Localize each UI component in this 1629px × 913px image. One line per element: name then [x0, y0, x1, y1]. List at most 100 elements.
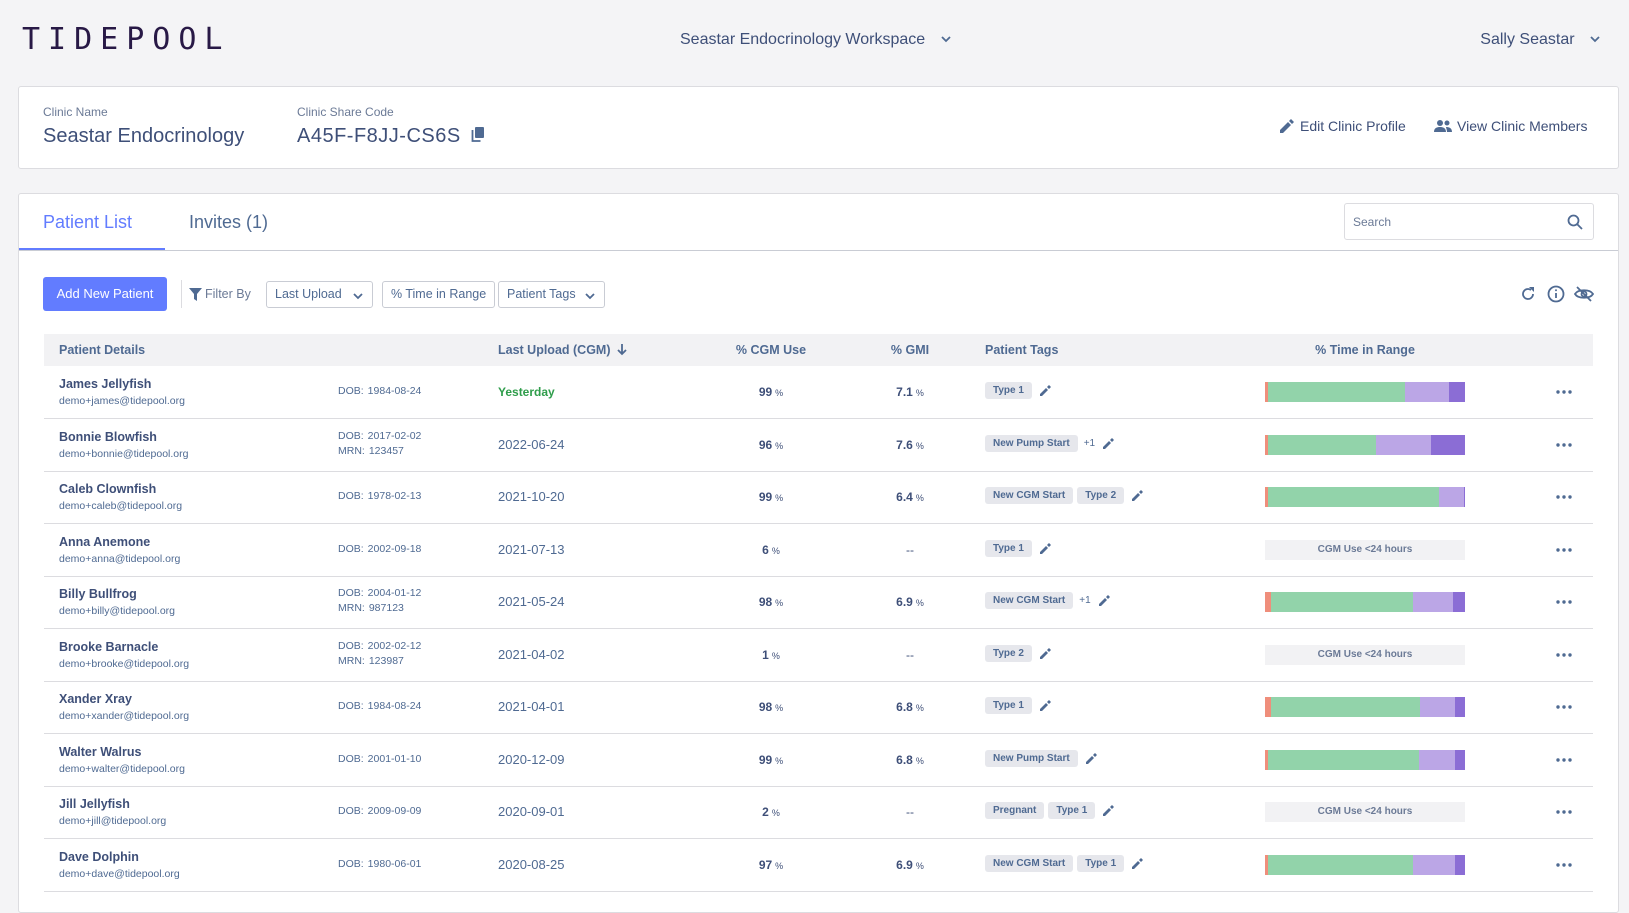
cgm-value: 99 [758, 490, 773, 504]
view-clinic-members[interactable]: View Clinic Members [1457, 118, 1588, 134]
edit-tags-icon[interactable] [1039, 385, 1051, 396]
tir-segment [1265, 382, 1268, 402]
dot [1556, 547, 1560, 552]
patient-tags: Type 1 [985, 697, 1051, 714]
row-menu[interactable] [1556, 442, 1572, 447]
workspace-selector[interactable]: Seastar Endocrinology Workspace [680, 31, 952, 49]
patient-email: demo+dave@tidepool.org [59, 867, 180, 880]
edit-tags-icon[interactable] [1039, 700, 1051, 711]
dot [1562, 390, 1566, 394]
dob-label: DOB: [338, 542, 364, 555]
gmi: -- [906, 648, 914, 662]
row-menu[interactable] [1556, 810, 1572, 814]
patient-name[interactable]: Anna Anemone [59, 534, 151, 549]
filter-time-in-range[interactable]: % Time in Range [382, 281, 496, 308]
dot [1568, 495, 1572, 499]
logo[interactable]: TIDEPOOL [22, 22, 231, 57]
info-icon[interactable] [1547, 285, 1565, 303]
dob-label: DOB: [338, 490, 364, 502]
unit: % [771, 545, 780, 556]
dob-label: DOB: [338, 805, 364, 817]
gmi-value: 7.1 [896, 385, 913, 399]
user-menu[interactable]: Sally Seastar [1480, 31, 1601, 49]
row-menu[interactable] [1556, 495, 1572, 499]
filter-patient-tags[interactable]: Patient Tags [498, 281, 605, 308]
row-menu[interactable] [1556, 652, 1572, 657]
add-patient-button[interactable]: Add New Patient [43, 277, 167, 311]
row-menu[interactable] [1556, 705, 1572, 709]
cgm-use: 96% [759, 438, 783, 452]
column-header[interactable]: Last Upload (CGM) [498, 334, 627, 366]
tag: Pregnant [985, 802, 1045, 819]
tir-segment [1419, 749, 1455, 770]
pencil-shape [1039, 542, 1051, 554]
row-menu[interactable] [1556, 600, 1572, 604]
pencil-shape [1039, 700, 1051, 711]
patient-name[interactable]: Bonnie Blowfish [59, 429, 157, 444]
refresh-icon[interactable] [1519, 285, 1537, 303]
edit-tags-icon[interactable] [1085, 752, 1097, 764]
patient-tags: Type 2 [985, 644, 1051, 662]
tab-invites[interactable]: Invites (1) [189, 212, 269, 232]
edit-tags-icon[interactable] [1039, 542, 1051, 554]
chevron [353, 293, 363, 300]
members-icon [1434, 120, 1452, 132]
edit-icon [1280, 119, 1294, 133]
cgm-use: 1% [762, 648, 780, 662]
dob-label: DOB: [338, 429, 364, 442]
patient-name[interactable]: Xander Xray [59, 692, 132, 706]
patient-dob: DOB: 1978-02-13 [338, 490, 421, 502]
dot [1556, 495, 1560, 499]
column-header: Patient Tags [985, 343, 1059, 357]
patient-name[interactable]: James Jellyfish [59, 377, 152, 391]
dob-label: DOB: [338, 385, 364, 397]
row-menu[interactable] [1556, 862, 1572, 867]
patient-name[interactable]: Jill Jellyfish [59, 797, 130, 811]
edit-tags-icon[interactable] [1132, 857, 1144, 869]
unit: % [915, 493, 924, 503]
patient-email: demo+caleb@tidepool.org [59, 500, 183, 512]
pencil-shape [1098, 595, 1110, 606]
dot [1562, 705, 1566, 709]
clinic-name-label: Clinic Name [43, 105, 108, 119]
tab-patient-list[interactable]: Patient List [43, 212, 133, 232]
edit-tags-icon[interactable] [1098, 595, 1110, 606]
patient-name[interactable]: Walter Walrus [59, 744, 142, 759]
patient-name[interactable]: Billy Bullfrog [59, 587, 137, 601]
tir-empty: CGM Use <24 hours [1317, 543, 1413, 555]
edit-tags-icon[interactable] [1103, 805, 1115, 816]
tag: Type 1 [1077, 854, 1125, 872]
cgm-value: 99 [758, 752, 773, 767]
time-in-range [1265, 434, 1465, 455]
edit-clinic-profile[interactable]: Edit Clinic Profile [1300, 118, 1406, 134]
dot [1556, 705, 1560, 709]
tir-segment [1413, 854, 1455, 875]
share-code-label: Clinic Share Code [297, 105, 394, 119]
patient-name[interactable]: Brooke Barnacle [59, 639, 159, 654]
row-menu[interactable] [1556, 547, 1572, 552]
patient-name[interactable]: Caleb Clownfish [59, 482, 157, 496]
time-in-range [1265, 382, 1465, 402]
edit-tags-icon[interactable] [1039, 647, 1051, 659]
unit: % [775, 440, 784, 451]
row-menu[interactable] [1556, 757, 1572, 762]
patient-name[interactable]: Dave Dolphin [59, 849, 139, 864]
filter-last-upload[interactable]: Last Upload [266, 281, 373, 308]
column-header: % CGM Use [735, 343, 807, 357]
copy-icon[interactable] [471, 127, 485, 143]
edit-tags-icon[interactable] [1103, 437, 1115, 449]
last-upload: Yesterday [498, 385, 555, 399]
mrn-label: MRN: [338, 444, 365, 457]
dot [1568, 547, 1572, 552]
dob-value: 1978-02-13 [367, 490, 422, 502]
row-menu[interactable] [1556, 390, 1572, 394]
edit-tags-icon[interactable] [1132, 490, 1144, 501]
tag: New CGM Start [985, 592, 1074, 609]
patient-row: Anna Anemone demo+anna@tidepool.org DOB: 20… [44, 524, 1593, 577]
patient-email: demo+anna@tidepool.org [59, 552, 181, 565]
dot [1556, 810, 1560, 814]
search-box[interactable]: Search [1344, 203, 1594, 240]
hide-data-icon[interactable] [1574, 285, 1594, 303]
dot [1568, 390, 1572, 394]
more-tags: +1 [1079, 595, 1091, 606]
